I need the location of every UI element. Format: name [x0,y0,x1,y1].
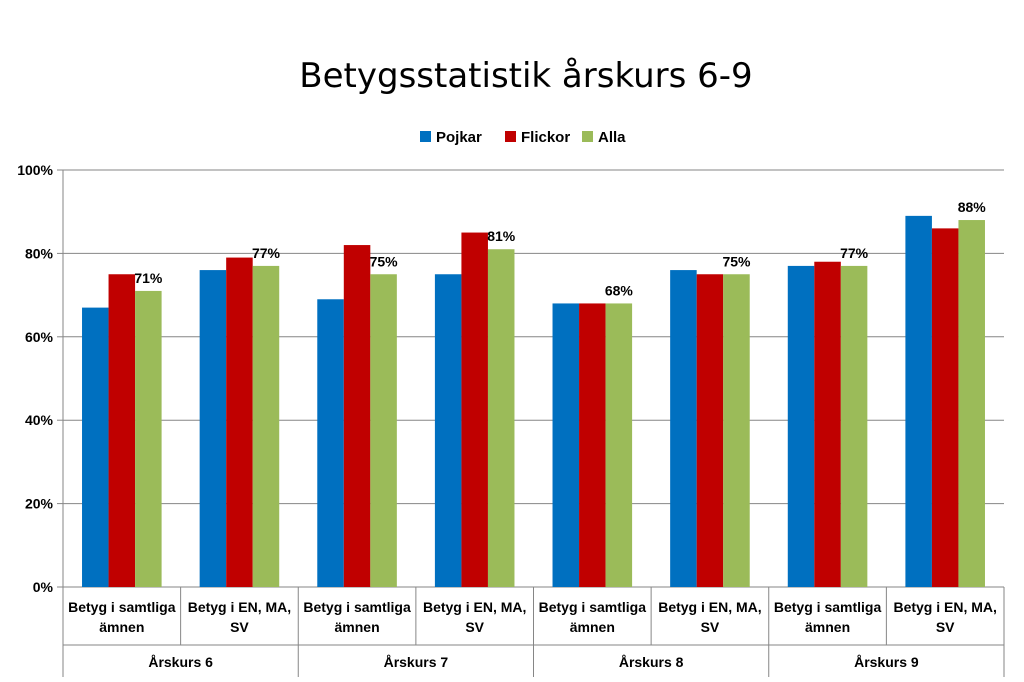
bar-alla [370,274,397,587]
x-category-label: Betyg i samtliga ämnen [774,599,882,635]
y-tick-label: 20% [25,496,54,512]
x-category-label-line: ämnen [99,619,144,635]
y-tick-label: 80% [25,245,54,261]
chart-title: Betygsstatistik årskurs 6-9 [299,56,752,96]
bar-alla [958,220,985,588]
bar-flickor [814,261,841,587]
bar-pojkar [199,270,227,587]
x-category-label-line: Betyg i samtliga [68,599,176,615]
bar-alla [135,290,162,587]
bar-alla [723,274,750,587]
x-category-label: Betyg i EN, MA, SV [893,599,996,635]
bar-flickor [226,257,253,587]
x-category-label: Betyg i EN, MA, SV [423,599,526,635]
x-group-label: Årskurs 7 [384,654,449,670]
legend: Pojkar Flickor Alla [420,129,626,146]
x-category-label-line: Betyg i samtliga [539,599,647,615]
data-label: 88% [958,199,987,215]
x-category-label-line: ämnen [335,619,380,635]
bar-pojkar [905,215,932,587]
data-label: 77% [840,245,869,261]
data-label: 71% [134,270,163,286]
bar-flickor [343,245,371,587]
x-category-label-line: Betyg i EN, MA, [893,599,996,615]
bar-flickor [696,274,724,587]
x-category-label-line: Betyg i samtliga [774,599,882,615]
bar-flickor [579,303,606,587]
data-labels: 71% 77% 75% 81% 68% 75% 77% 88% [134,199,986,298]
bars [82,215,985,588]
x-category-label: Betyg i samtliga ämnen [68,599,176,635]
bar-pojkar [317,299,344,587]
x-category-label-line: Betyg i EN, MA, [188,599,291,615]
bar-flickor [931,228,959,587]
bar-pojkar [787,265,815,587]
x-category-label-line: Betyg i EN, MA, [423,599,526,615]
bar-alla [487,249,515,588]
x-group-label: Årskurs 9 [854,654,919,670]
legend-label-pojkar: Pojkar [436,129,482,146]
x-category-label-line: ämnen [570,619,615,635]
bar-pojkar [82,307,109,587]
bar-alla [605,303,633,587]
x-category-label-line: SV [465,619,484,635]
x-category-label-line: Betyg i samtliga [303,599,411,615]
x-category-label: Betyg i samtliga ämnen [303,599,411,635]
bar-pojkar [552,303,580,587]
y-tick-label: 100% [17,162,53,178]
data-label: 68% [605,282,634,298]
bar-flickor [108,274,136,587]
x-group-label: Årskurs 8 [619,654,684,670]
x-category-label-line: ämnen [805,619,850,635]
data-label: 75% [722,253,751,269]
legend-swatch-pojkar [420,131,431,142]
x-category-label-line: SV [936,619,955,635]
bar-flickor [461,232,488,588]
legend-swatch-flickor [505,131,516,142]
y-tick-label: 40% [25,412,54,428]
bar-alla [840,265,868,587]
x-category-label-line: SV [230,619,249,635]
data-label: 77% [252,245,281,261]
legend-label-flickor: Flickor [521,129,570,146]
bar-alla [252,265,280,587]
y-axis-ticks: 0% 20% 40% 60% 80% 100% [17,162,63,595]
y-tick-label: 60% [25,329,54,345]
legend-label-alla: Alla [598,129,626,146]
y-tick-label: 0% [33,579,54,595]
bar-pojkar [434,274,462,587]
x-group-label: Årskurs 6 [148,654,213,670]
x-category-label-line: Betyg i EN, MA, [658,599,761,615]
x-category-label: Betyg i EN, MA, SV [658,599,761,635]
x-category-label: Betyg i samtliga ämnen [539,599,647,635]
data-label: 81% [487,228,516,244]
data-label: 75% [370,253,399,269]
x-category-label-line: SV [701,619,720,635]
legend-swatch-alla [582,131,593,142]
bar-pojkar [670,270,697,587]
x-category-label: Betyg i EN, MA, SV [188,599,291,635]
x-axis-groups: Årskurs 6 Årskurs 7 Årskurs 8 Årskurs 9 [148,654,919,670]
